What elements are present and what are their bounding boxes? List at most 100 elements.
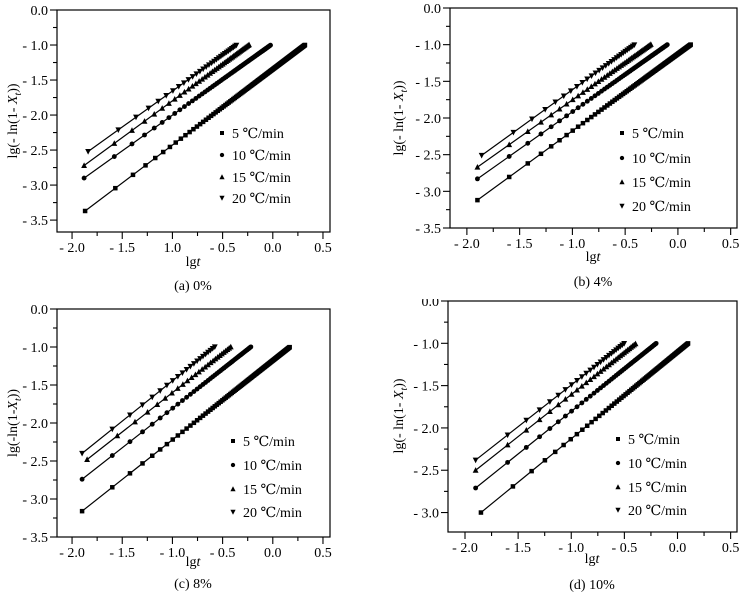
triangle-down-marker — [169, 378, 176, 384]
square-marker — [110, 485, 115, 490]
y-tick-label: - 3.5 — [22, 214, 48, 229]
y-axis-label: lg(- ln(1- Xt)) — [392, 80, 410, 156]
circle-marker — [142, 132, 147, 138]
triangle-up-marker — [595, 78, 602, 85]
triangle-up-marker — [594, 370, 601, 377]
y-axis-label-text: lg(-ln(1- — [6, 409, 21, 458]
square-marker — [475, 197, 480, 203]
triangle-up-marker — [578, 383, 585, 389]
legend-label: 5 ℃/min — [628, 433, 680, 448]
square-marker — [552, 449, 558, 455]
circle-marker — [177, 107, 183, 113]
square-marker — [79, 508, 85, 514]
triangle-down-marker — [189, 74, 196, 80]
x-tick-label: 0.5 — [314, 546, 332, 561]
panel-caption: (a) 0% — [174, 279, 212, 294]
circle-marker — [127, 439, 133, 445]
triangle-up-marker — [588, 83, 595, 90]
square-marker — [525, 161, 531, 166]
panel-b: - 2.0 - 1.5 - 1.0 - 0.5 0.0 0.5 0.0 - 1.0 - 1.5 -… — [375, 0, 750, 299]
circle-marker — [619, 155, 625, 161]
square-marker — [585, 117, 590, 123]
triangle-up-marker — [202, 73, 208, 80]
legend-label: 20 ℃/min — [632, 200, 691, 215]
triangle-up-marker — [165, 100, 172, 106]
triangle-up-marker — [144, 408, 151, 415]
triangle-down-marker — [190, 361, 197, 367]
triangle-up-marker — [174, 385, 181, 391]
triangle-down-marker — [594, 362, 601, 368]
circle-marker — [164, 410, 170, 416]
series-triangle-down — [478, 42, 638, 159]
triangle-up-marker — [538, 119, 544, 125]
legend: 5 ℃/min 10 ℃/min 15 ℃/min 20 ℃/min — [230, 435, 302, 521]
x-axis-label: lgt — [586, 251, 601, 265]
triangle-up-marker — [619, 179, 625, 185]
circle-marker — [584, 98, 590, 104]
circle-marker — [548, 124, 554, 130]
square-marker — [205, 409, 211, 414]
square-marker — [170, 437, 175, 442]
legend-label: 5 ℃/min — [243, 435, 295, 450]
x-axis-label-text: lg — [584, 552, 596, 567]
triangle-up-marker — [192, 80, 199, 87]
triangle-down-marker — [523, 417, 530, 424]
circle-marker — [157, 415, 163, 421]
triangle-down-marker — [133, 114, 139, 121]
triangle-up-marker — [606, 361, 612, 368]
circle-marker — [580, 101, 586, 107]
series-circle — [79, 344, 254, 482]
circle-marker — [569, 408, 575, 414]
y-axis-label-text: lg(- ln(1- — [392, 101, 407, 156]
triangle-down-marker — [615, 507, 621, 513]
square-marker — [188, 423, 193, 428]
circle-marker — [81, 175, 87, 181]
axis-ticks — [443, 7, 732, 235]
circle-marker — [473, 485, 479, 491]
square-marker — [197, 415, 203, 421]
series-triangle-up — [472, 340, 639, 473]
triangle-up-marker — [199, 366, 206, 372]
x-axis-label-text: lg — [185, 255, 197, 270]
triangle-up-marker — [205, 361, 211, 368]
circle-marker — [591, 390, 597, 396]
circle-marker — [172, 111, 178, 116]
triangle-down-marker — [568, 382, 575, 388]
triangle-down-marker — [504, 432, 511, 439]
circle-marker — [268, 42, 273, 48]
square-marker — [580, 427, 585, 432]
triangle-up-marker — [600, 365, 607, 372]
x-tick-label: 1.0 — [164, 241, 182, 256]
triangle-down-marker — [193, 71, 200, 77]
x-tick-label: - 1.0 — [160, 546, 186, 561]
triangle-up-marker — [583, 379, 590, 386]
triangle-up-marker — [159, 105, 166, 111]
tick-labels: - 2.0 - 1.5 - 1.0 - 0.5 0.0 0.5 0.0 - 1.0 - 1.5 -… — [413, 299, 739, 556]
series-circle — [473, 340, 659, 491]
square-marker — [561, 442, 566, 448]
panel-c: - 2.0 - 1.5 - 1.0 - 0.5 0.0 0.5 0.0 - 1.0 - 1.5 -… — [0, 299, 375, 598]
y-axis-label-var: X — [6, 401, 21, 410]
circle-marker — [109, 453, 115, 458]
triangle-down-marker — [546, 399, 553, 405]
circle-marker — [505, 459, 511, 465]
square-marker — [200, 413, 206, 418]
circle-marker — [149, 421, 155, 427]
triangle-up-marker — [192, 371, 199, 378]
panel-d: - 2.0 - 1.5 - 1.0 - 0.5 0.0 0.5 0.0 - 1.0 - 1.5 -… — [375, 299, 750, 598]
triangle-up-marker — [580, 89, 586, 95]
triangle-down-marker — [472, 457, 479, 464]
square-marker — [609, 403, 614, 409]
circle-marker — [579, 400, 585, 406]
square-marker — [184, 426, 189, 431]
triangle-down-marker — [187, 363, 194, 370]
circle-marker — [557, 118, 562, 124]
triangle-down-marker — [200, 353, 206, 360]
triangle-up-marker — [647, 41, 654, 47]
square-marker — [589, 419, 594, 425]
legend-label: 10 ℃/min — [632, 152, 691, 167]
square-marker — [231, 439, 235, 443]
x-tick-label: - 0.5 — [612, 237, 638, 252]
triangle-up-marker — [189, 83, 196, 89]
legend: 5 ℃/min 10 ℃/min 15 ℃/min 20 ℃/min — [619, 127, 691, 215]
